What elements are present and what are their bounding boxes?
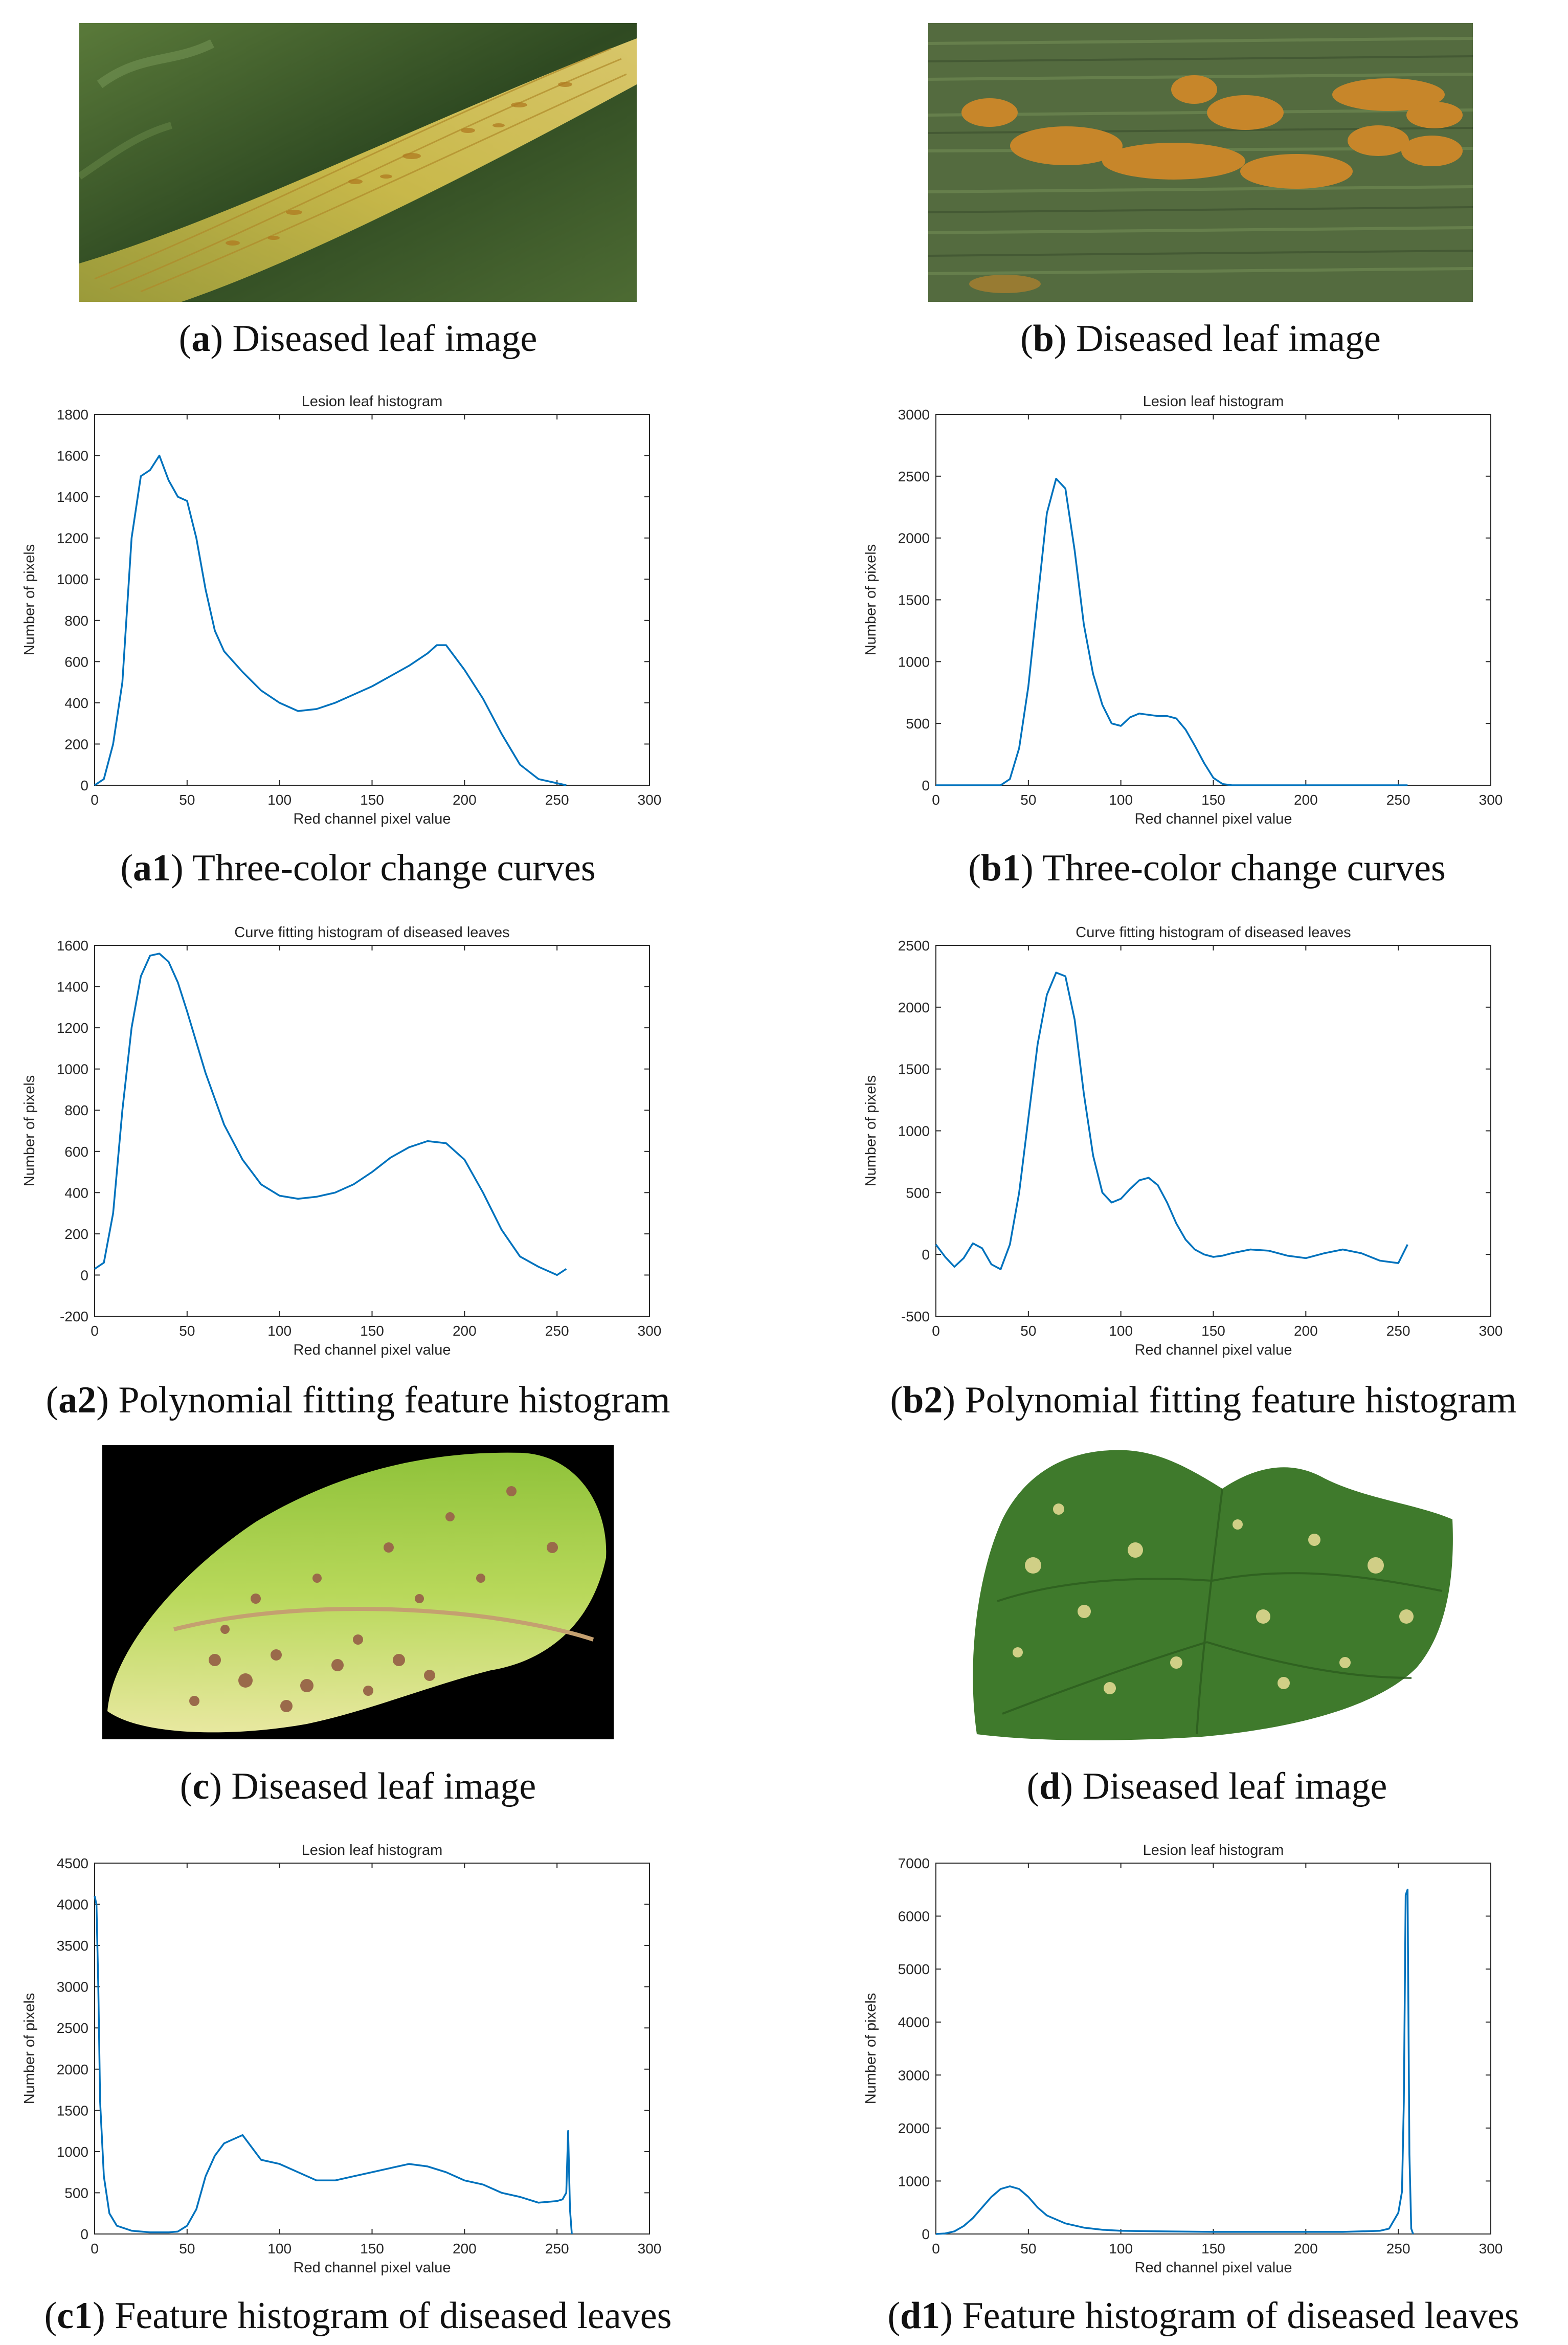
caption-d: (d) Diseased leaf image xyxy=(1026,1765,1387,1807)
chart-title: Lesion leaf histogram xyxy=(302,393,443,410)
y-tick-label: 0 xyxy=(80,778,88,793)
caption-c1: (c1) Feature histogram of diseased leave… xyxy=(44,2295,672,2337)
x-tick-label: 50 xyxy=(179,792,195,808)
photo-d xyxy=(956,1448,1458,1742)
y-tick-label: 200 xyxy=(64,736,88,752)
photo-c xyxy=(102,1445,614,1739)
caption-a: (a) Diseased leaf image xyxy=(178,318,537,360)
photo-b xyxy=(928,23,1473,302)
x-tick-label: 250 xyxy=(545,792,569,808)
y-tick-label: 800 xyxy=(64,613,88,629)
caption-b2: (b2) Polynomial fitting feature histogra… xyxy=(890,1379,1517,1421)
x-tick-label: 300 xyxy=(638,792,662,808)
y-tick-label: 600 xyxy=(64,654,88,670)
series-line xyxy=(94,454,567,786)
x-tick-label: 100 xyxy=(267,792,292,808)
y-tick-label: 1800 xyxy=(57,407,88,423)
x-tick-label: 0 xyxy=(91,792,99,808)
photo-a xyxy=(79,23,637,302)
caption-d1: (d1) Feature histogram of diseased leave… xyxy=(887,2295,1519,2337)
y-tick-label: 1200 xyxy=(57,530,88,546)
y-axis-label: Number of pixels xyxy=(21,544,38,656)
caption-a1: (a1) Three-color change curves xyxy=(120,847,596,889)
caption-b1: (b1) Three-color change curves xyxy=(968,847,1446,889)
x-axis-label: Red channel pixel value xyxy=(294,811,451,827)
y-tick-label: 1600 xyxy=(57,448,88,464)
caption-a2: (a2) Polynomial fitting feature histogra… xyxy=(46,1379,670,1421)
caption-b: (b) Diseased leaf image xyxy=(1020,318,1381,360)
x-tick-label: 200 xyxy=(453,792,477,808)
plot-area xyxy=(94,414,650,786)
caption-c: (c) Diseased leaf image xyxy=(180,1765,536,1807)
y-tick-label: 1400 xyxy=(57,489,88,505)
y-tick-label: 1000 xyxy=(57,571,88,587)
x-tick-label: 150 xyxy=(360,792,384,808)
y-tick-label: 400 xyxy=(64,695,88,711)
